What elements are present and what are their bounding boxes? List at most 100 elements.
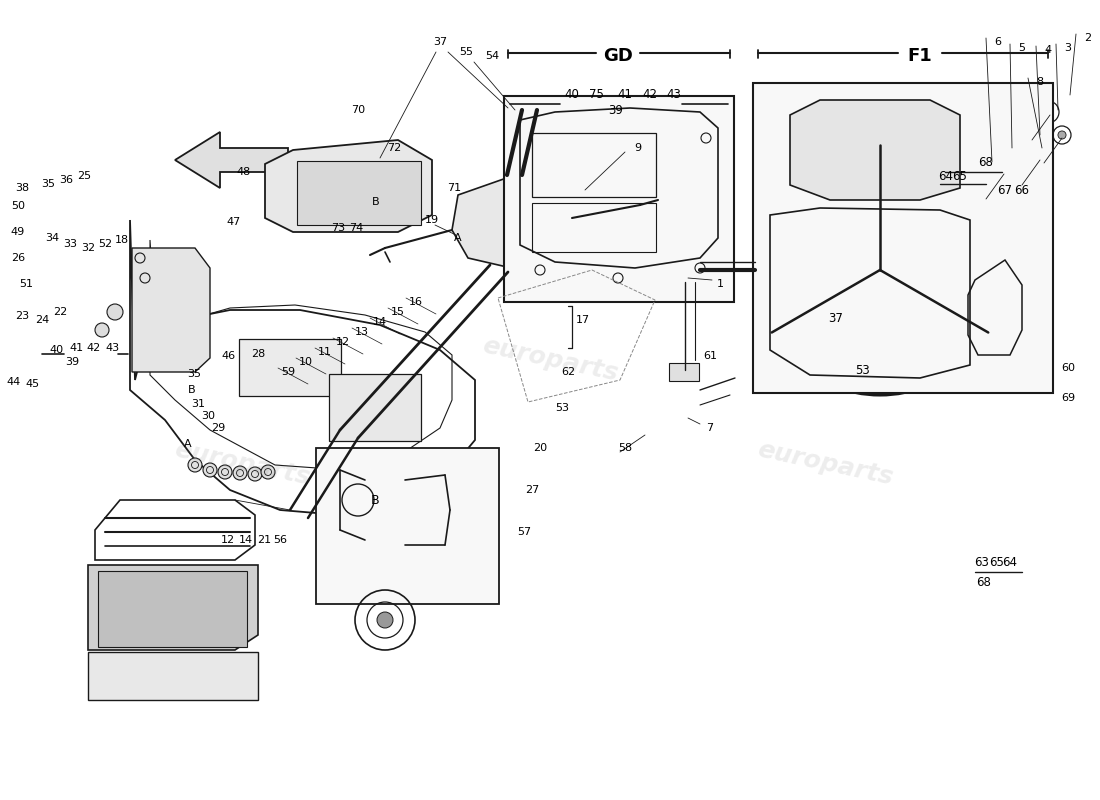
Circle shape	[1034, 154, 1043, 162]
Circle shape	[835, 225, 925, 315]
Text: 35: 35	[187, 369, 201, 379]
Text: 37: 37	[828, 311, 844, 325]
Text: 16: 16	[409, 297, 424, 307]
Text: 70: 70	[351, 105, 365, 115]
Text: 68: 68	[977, 575, 991, 589]
Text: A: A	[454, 233, 462, 243]
FancyBboxPatch shape	[297, 161, 421, 225]
Text: 45: 45	[25, 379, 40, 389]
Circle shape	[261, 465, 275, 479]
Text: 20: 20	[532, 443, 547, 453]
Text: 53: 53	[855, 363, 869, 377]
Text: 13: 13	[355, 327, 368, 337]
Circle shape	[95, 323, 109, 337]
Text: 25: 25	[77, 171, 91, 181]
Text: 59: 59	[280, 367, 295, 377]
Text: 33: 33	[63, 239, 77, 249]
Text: 56: 56	[273, 535, 287, 545]
Text: 30: 30	[201, 411, 214, 421]
Text: 36: 36	[59, 175, 73, 185]
Text: 39: 39	[65, 357, 79, 367]
Text: B: B	[371, 494, 380, 506]
Text: 68: 68	[979, 155, 993, 169]
Text: 29: 29	[211, 423, 226, 433]
Polygon shape	[175, 132, 288, 188]
Text: 69: 69	[1060, 393, 1075, 403]
Text: 18: 18	[114, 235, 129, 245]
Text: 51: 51	[19, 279, 33, 289]
Text: 43: 43	[667, 87, 681, 101]
Text: 61: 61	[703, 351, 717, 361]
Circle shape	[233, 466, 248, 480]
Text: 74: 74	[349, 223, 363, 233]
Polygon shape	[452, 175, 572, 270]
Polygon shape	[88, 565, 258, 650]
Text: GD: GD	[603, 47, 632, 65]
Text: 73: 73	[331, 223, 345, 233]
Circle shape	[377, 612, 393, 628]
Text: 19: 19	[425, 215, 439, 225]
Text: 27: 27	[525, 485, 539, 495]
Text: 57: 57	[517, 527, 531, 537]
Polygon shape	[132, 248, 210, 372]
Text: 40: 40	[564, 87, 580, 101]
Text: 31: 31	[191, 399, 205, 409]
Text: 12: 12	[221, 535, 235, 545]
Text: 21: 21	[257, 535, 271, 545]
Text: 47: 47	[227, 217, 241, 227]
Text: 34: 34	[45, 233, 59, 243]
Text: 10: 10	[299, 357, 314, 367]
FancyBboxPatch shape	[329, 374, 421, 441]
Text: B: B	[188, 385, 196, 395]
Text: 50: 50	[11, 201, 25, 211]
Text: 14: 14	[373, 317, 387, 327]
Text: 41: 41	[617, 87, 632, 101]
Text: B: B	[372, 197, 379, 207]
Text: 66: 66	[1014, 183, 1030, 197]
Text: 63: 63	[975, 555, 989, 569]
Text: 40: 40	[48, 345, 63, 355]
Text: 54: 54	[485, 51, 499, 61]
Text: 5: 5	[1019, 43, 1025, 53]
Text: 65: 65	[990, 555, 1004, 569]
FancyBboxPatch shape	[239, 339, 341, 396]
Text: 62: 62	[561, 367, 575, 377]
FancyBboxPatch shape	[679, 257, 703, 283]
Text: europarts: europarts	[480, 334, 620, 386]
Text: 41: 41	[69, 343, 84, 353]
Text: 55: 55	[459, 47, 473, 57]
Text: 67: 67	[998, 183, 1012, 197]
Text: 44: 44	[7, 377, 21, 387]
Circle shape	[850, 240, 910, 300]
Text: 35: 35	[41, 179, 55, 189]
Circle shape	[1058, 131, 1066, 139]
Text: A: A	[184, 439, 191, 449]
Text: 4: 4	[1044, 45, 1052, 55]
Text: 37: 37	[433, 37, 447, 47]
FancyBboxPatch shape	[98, 571, 248, 647]
Text: 75: 75	[588, 87, 604, 101]
FancyBboxPatch shape	[669, 363, 698, 381]
Circle shape	[999, 170, 1005, 178]
Text: 11: 11	[318, 347, 332, 357]
FancyBboxPatch shape	[754, 83, 1053, 393]
Text: 42: 42	[87, 343, 101, 353]
Text: 28: 28	[251, 349, 265, 359]
Circle shape	[981, 192, 989, 200]
Text: 8: 8	[1036, 77, 1044, 87]
Polygon shape	[265, 140, 432, 232]
Text: 23: 23	[15, 311, 29, 321]
Text: 58: 58	[618, 443, 632, 453]
Text: 26: 26	[11, 253, 25, 263]
Text: 1: 1	[716, 279, 724, 289]
FancyBboxPatch shape	[316, 448, 499, 604]
Text: 15: 15	[390, 307, 405, 317]
Text: 22: 22	[53, 307, 67, 317]
Circle shape	[188, 458, 202, 472]
Text: 52: 52	[98, 239, 112, 249]
Circle shape	[956, 108, 964, 116]
Text: 3: 3	[1065, 43, 1071, 53]
Text: 42: 42	[642, 87, 658, 101]
Text: 53: 53	[556, 403, 569, 413]
Text: 46: 46	[221, 351, 235, 361]
